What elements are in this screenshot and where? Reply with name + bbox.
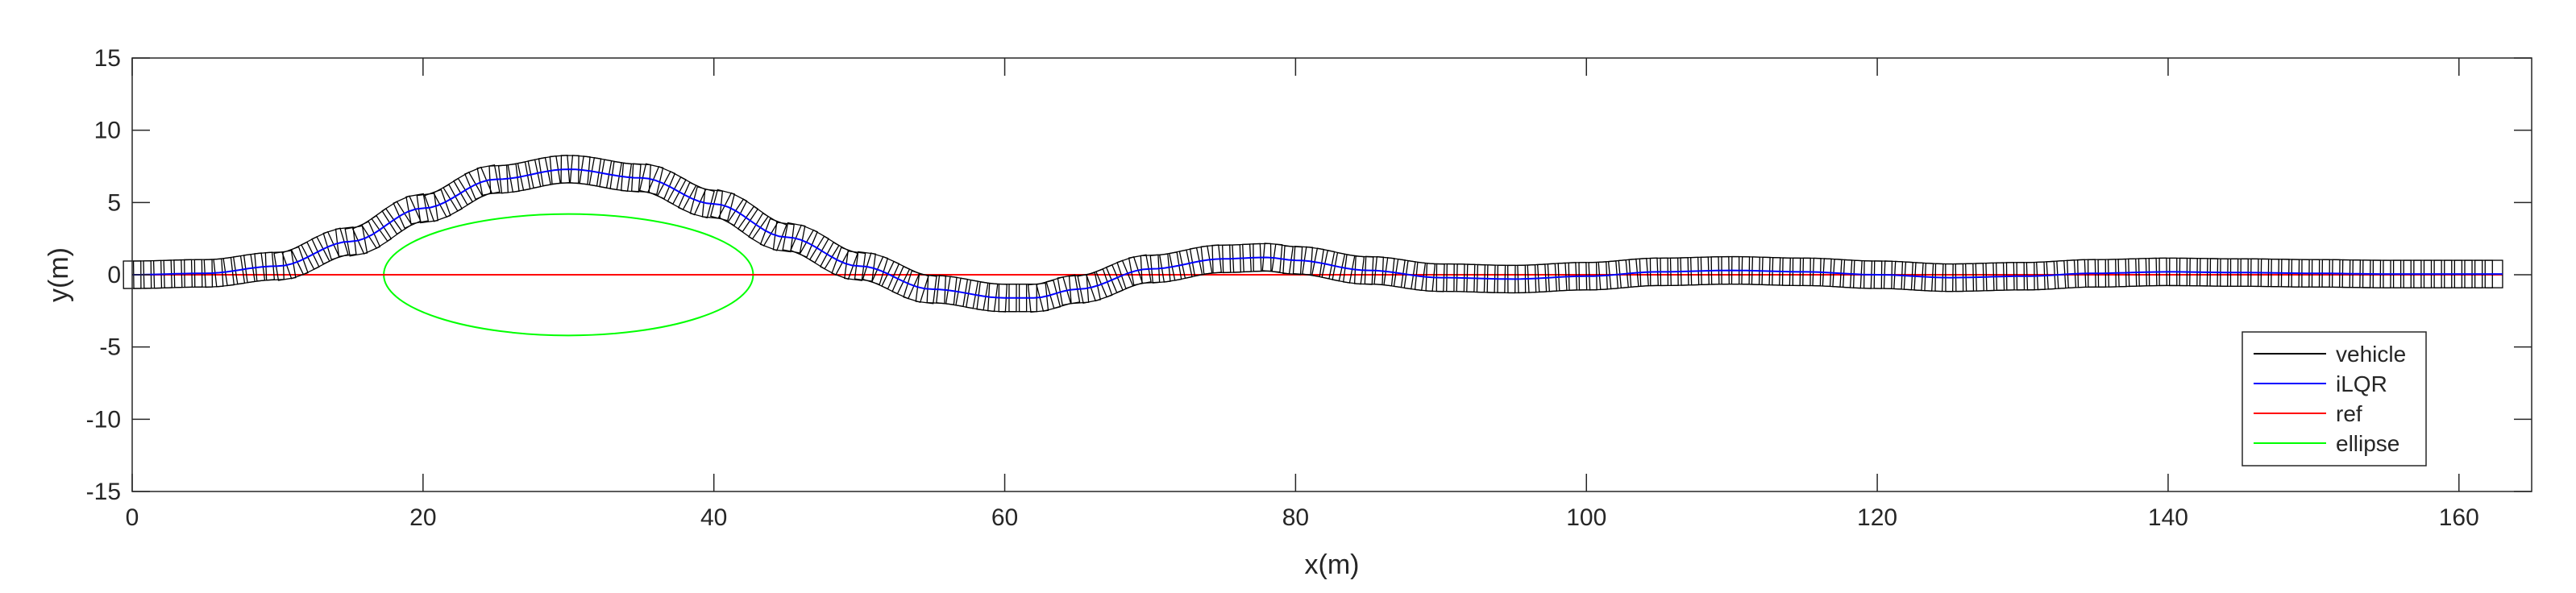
x-tick-label: 0: [126, 504, 139, 531]
x-tick-label: 100: [1566, 504, 1606, 531]
y-tick-label: -15: [86, 479, 121, 505]
x-tick-label: 80: [1282, 504, 1309, 531]
y-axis: -15 -10 -5 0 5 10 15: [86, 45, 2532, 505]
y-axis-label: y(m): [44, 247, 74, 302]
y-tick-label: -10: [86, 406, 121, 433]
plot-content: [123, 154, 2503, 337]
x-tick-label: 120: [1857, 504, 1897, 531]
vehicle-box: [709, 189, 736, 222]
x-tick-label: 40: [700, 504, 727, 531]
y-tick-label: -5: [99, 334, 121, 361]
y-tick-label: 15: [94, 45, 121, 72]
legend-label-ref: ref: [2336, 401, 2362, 426]
legend-label-vehicle: vehicle: [2336, 342, 2406, 367]
x-tick-label: 140: [2148, 504, 2188, 531]
x-axis-label: x(m): [1305, 549, 1360, 580]
vehicle-box: [638, 163, 664, 196]
iLQR-series-line: [132, 168, 2503, 299]
x-tick-label: 20: [409, 504, 436, 531]
y-tick-label: 0: [107, 262, 121, 288]
x-tick-label: 160: [2439, 504, 2479, 531]
legend-label-ellipse: ellipse: [2336, 431, 2399, 456]
x-axis: 0 20 40 60 80 100 120 140 160: [126, 58, 2479, 531]
y-tick-label: 5: [107, 189, 121, 216]
legend: vehicle iLQR ref ellipse: [2242, 331, 2427, 467]
x-tick-label: 60: [991, 504, 1018, 531]
y-tick-label: 10: [94, 118, 121, 144]
legend-label-iLQR: iLQR: [2336, 371, 2387, 396]
